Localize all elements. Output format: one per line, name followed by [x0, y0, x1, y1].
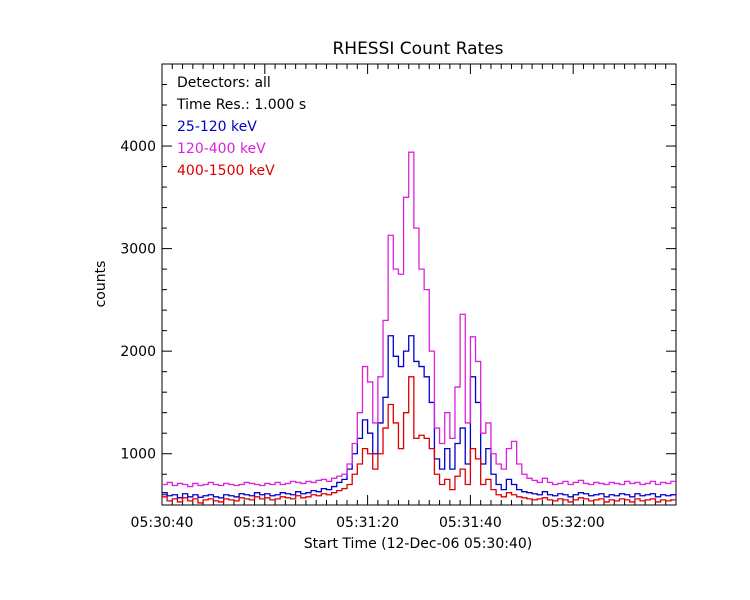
x-tick-label: 05:31:20: [336, 515, 399, 531]
series-line-120-400-kev: [162, 151, 676, 488]
x-tick-label: 05:31:40: [439, 515, 502, 531]
y-tick-label: 4000: [120, 139, 156, 155]
x-axis-tick-labels: 05:30:40 05:31:00 05:31:20 05:31:40 05:32:00: [131, 515, 605, 531]
y-axis-tick-marks: [162, 63, 676, 496]
series-line-25-120-kev: [162, 335, 676, 499]
y-tick-label: 2000: [120, 344, 156, 360]
legend-line-time-resolution: Time Res.: 1.000 s: [176, 97, 306, 113]
x-tick-label: 05:32:00: [542, 515, 605, 531]
chart-title: RHESSI Count Rates: [332, 39, 503, 59]
x-axis-tick-marks: [161, 64, 667, 505]
series-lines: [162, 151, 676, 504]
legend-entry-400-1500-kev: 400-1500 keV: [177, 163, 275, 179]
y-tick-label: 1000: [120, 447, 156, 463]
legend: Detectors: all Time Res.: 1.000 s 25-120…: [176, 75, 306, 179]
series-line-400-1500-kev: [162, 376, 676, 504]
y-axis-label: counts: [93, 261, 109, 308]
x-tick-label: 05:31:00: [233, 515, 296, 531]
y-tick-label: 3000: [120, 242, 156, 258]
legend-line-detectors: Detectors: all: [177, 75, 271, 91]
x-axis-label: Start Time (12-Dec-06 05:30:40): [304, 536, 532, 552]
legend-entry-120-400-kev: 120-400 keV: [177, 141, 266, 157]
y-axis-tick-labels: 1000 2000 3000 4000: [120, 139, 156, 463]
x-tick-label: 05:30:40: [131, 515, 194, 531]
legend-entry-25-120-kev: 25-120 keV: [177, 119, 257, 135]
